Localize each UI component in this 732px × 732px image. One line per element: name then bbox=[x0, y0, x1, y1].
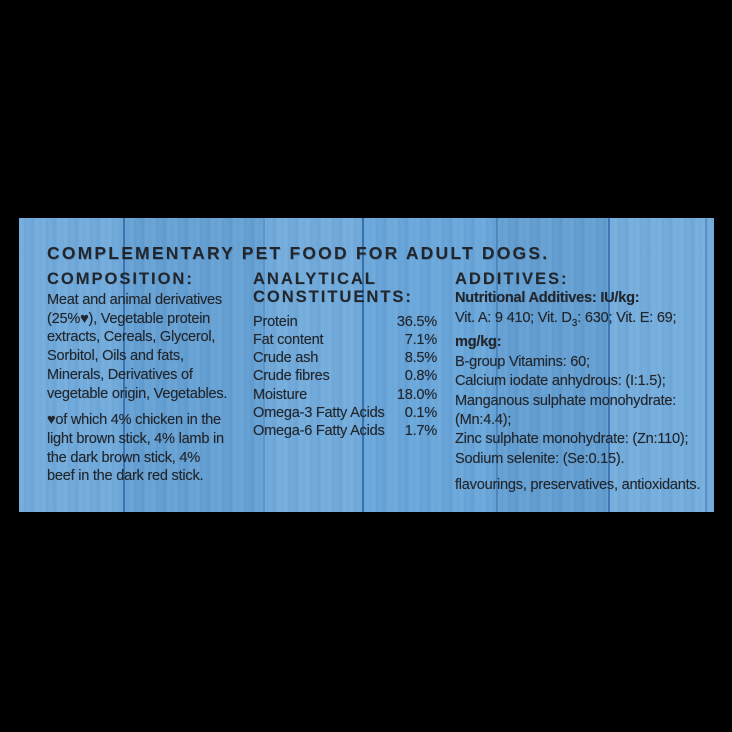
composition-text: Meat and animal derivatives (25%♥), Vege… bbox=[47, 292, 228, 402]
constituent-value: 1.7% bbox=[404, 422, 438, 439]
constituent-label: Crude ash bbox=[253, 350, 319, 367]
analytical-constituents-section: ANALYTICAL CONSTITUENTS: Protein 36.5% F… bbox=[253, 270, 437, 440]
vitamins-line-post: : 630; Vit. E: 69; bbox=[577, 309, 677, 326]
pet-food-label-panel: COMPLEMENTARY PET FOOD FOR ADULT DOGS. C… bbox=[19, 218, 714, 512]
vitamins-line: Vit. A: 9 410; Vit. D3: 630; Vit. E: 69; bbox=[455, 309, 705, 333]
table-row: Moisture 18.0% bbox=[253, 386, 437, 404]
table-row: Fat content 7.1% bbox=[253, 331, 437, 349]
constituent-label: Protein bbox=[253, 314, 298, 330]
table-row: Omega-3 Fatty Acids 0.1% bbox=[253, 404, 437, 422]
additive-entry: Sodium selenite: (Se:0.15). bbox=[455, 450, 625, 467]
analytical-constituents-table: Protein 36.5% Fat content 7.1% Crude ash… bbox=[253, 313, 437, 440]
composition-section: COMPOSITION: Meat and animal derivatives… bbox=[47, 270, 233, 486]
mgkg-heading: mg/kg: bbox=[455, 334, 502, 351]
additive-entry: Zinc sulphate monohydrate: (Zn:110); bbox=[455, 431, 689, 448]
table-row: Crude fibres 0.8% bbox=[253, 367, 437, 385]
wood-plank-seam bbox=[362, 218, 364, 512]
wood-plank-seam bbox=[123, 218, 125, 512]
label-columns: COMPOSITION: Meat and animal derivatives… bbox=[47, 270, 714, 496]
constituent-label: Omega-6 Fatty Acids bbox=[253, 422, 385, 439]
wood-plank-seam bbox=[608, 218, 610, 512]
constituent-value: 7.1% bbox=[404, 332, 438, 349]
table-row: Crude ash 8.5% bbox=[253, 349, 437, 367]
constituent-value: 18.0% bbox=[396, 386, 437, 403]
wood-plank-seam bbox=[496, 218, 498, 512]
constituent-label: Omega-3 Fatty Acids bbox=[253, 404, 385, 421]
constituent-value: 0.8% bbox=[404, 368, 438, 385]
constituent-label: Moisture bbox=[253, 386, 307, 403]
table-row: Omega-6 Fatty Acids 1.7% bbox=[253, 422, 437, 440]
wood-plank-seam bbox=[705, 218, 707, 512]
composition-title: COMPOSITION: bbox=[47, 270, 194, 288]
constituent-value: 36.5% bbox=[396, 314, 437, 330]
additives-footer: flavourings, preservatives, antioxidants… bbox=[455, 477, 701, 494]
composition-footnote: ♥of which 4% chicken in the light brown … bbox=[47, 412, 224, 485]
additives-section: ADDITIVES: Nutritional Additives: IU/kg:… bbox=[455, 270, 705, 496]
additive-entry: B-group Vitamins: 60; bbox=[455, 353, 590, 370]
additives-title: ADDITIVES: bbox=[455, 270, 569, 288]
vitamin-d3-subscript: 3 bbox=[571, 317, 578, 329]
analytical-constituents-title: ANALYTICAL CONSTITUENTS: bbox=[253, 270, 413, 306]
constituent-value: 0.1% bbox=[404, 404, 438, 421]
vitamins-line-pre: Vit. A: 9 410; Vit. D bbox=[455, 309, 572, 326]
label-content: COMPLEMENTARY PET FOOD FOR ADULT DOGS. C… bbox=[19, 218, 714, 496]
constituent-value: 8.5% bbox=[404, 350, 438, 367]
constituent-label: Crude fibres bbox=[253, 368, 330, 385]
additive-entry: Manganous sulphate monohydrate: (Mn:4.4)… bbox=[455, 392, 677, 429]
constituent-label: Fat content bbox=[253, 332, 324, 349]
table-row: Protein 36.5% bbox=[253, 313, 437, 331]
header-statement: COMPLEMENTARY PET FOOD FOR ADULT DOGS. bbox=[47, 243, 550, 263]
wood-plank-seam bbox=[263, 218, 265, 512]
nutritional-additives-heading: Nutritional Additives: IU/kg: bbox=[455, 290, 640, 307]
additive-entry: Calcium iodate anhydrous: (I:1.5); bbox=[455, 373, 666, 390]
